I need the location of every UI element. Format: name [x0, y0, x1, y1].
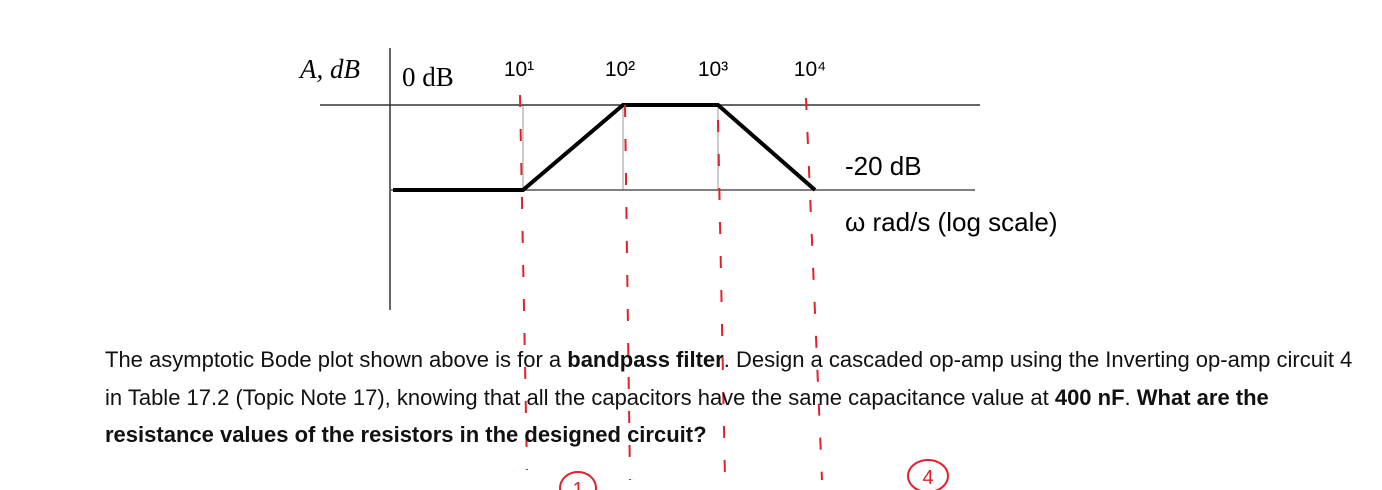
text: .: [1124, 384, 1137, 410]
x-tick-label: 10¹: [504, 58, 534, 81]
dashed-line: [717, 119, 726, 481]
dashed-line: [519, 94, 528, 471]
note-number: 1: [572, 479, 583, 490]
text: The asymptotic Bode plot shown above is …: [105, 347, 568, 372]
text: . Design a cascaded op-amp using the Inv…: [105, 347, 1353, 410]
x-tick-label: 10²: [605, 58, 635, 81]
question-text: The asymptotic Bode plot shown above is …: [105, 341, 1355, 454]
bold-text: bandpass filter: [567, 347, 724, 372]
zero-label: 0 dB: [402, 62, 454, 92]
note-circle: [559, 471, 597, 490]
level-label: -20 dB: [845, 151, 922, 181]
bode-curve: [393, 103, 817, 192]
handwritten-marks: [519, 94, 823, 481]
x-tick-label: 10³: [698, 58, 728, 81]
bold-text: 400 nF: [1054, 384, 1125, 410]
y-label: A, dB: [298, 54, 360, 84]
x-label: ω rad/s (log scale): [845, 207, 1057, 237]
circled-notes: [559, 459, 949, 490]
bold-text: What are the resistance values of the re…: [105, 384, 1269, 448]
note-circle: [907, 459, 949, 490]
x-tick-label: 10⁴: [794, 58, 826, 81]
grid: [522, 105, 719, 190]
dashed-line: [624, 104, 631, 481]
note-number: 4: [922, 467, 933, 489]
